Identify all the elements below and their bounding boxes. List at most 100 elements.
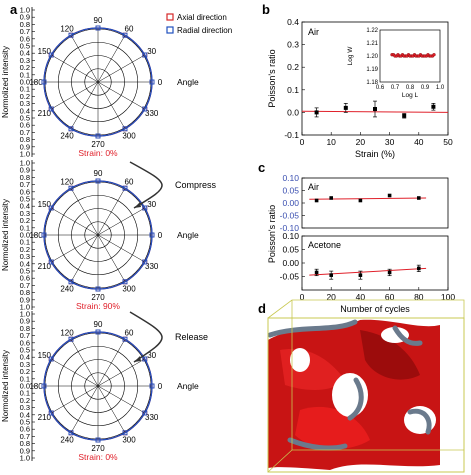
x-tick-label: 10 (326, 137, 336, 147)
y-tick-label: 0.00 (282, 258, 299, 268)
angle-tick-label: 60 (125, 177, 134, 186)
y-tick-label: 0.2 (20, 92, 30, 101)
inset-y-tick-label: 1.21 (366, 41, 378, 47)
y-tick-label: 0.7 (20, 331, 30, 340)
polar-spoke (97, 81, 125, 129)
angle-label: Angle (177, 77, 199, 87)
legend-marker-radial (166, 26, 174, 34)
arrow-head (134, 356, 141, 362)
angle-tick-label: 60 (125, 328, 134, 337)
y-tick-label: 0.4 (287, 17, 299, 27)
angle-tick-label: 180 (29, 231, 43, 240)
inset-point (432, 53, 436, 57)
arrow-label: Release (175, 332, 208, 342)
foam-render (267, 299, 465, 473)
polar-point-radial (122, 430, 128, 436)
polar-point-radial (68, 279, 74, 285)
polar-spoke (97, 234, 125, 282)
data-point (431, 104, 436, 109)
y-axis-label: Poisson's ratio (267, 205, 277, 263)
y-tick-label: 0.3 (20, 252, 30, 261)
polar-point-radial (142, 52, 148, 58)
polar-point-radial (48, 356, 54, 362)
inset-y-tick-label: 1.19 (366, 67, 378, 73)
polar-spoke (97, 385, 145, 413)
y-tick-label: 0.9 (20, 317, 30, 326)
polar-point-radial (142, 410, 148, 416)
polar-spoke (97, 81, 145, 109)
angle-tick-label: 300 (122, 285, 136, 294)
polar-point-radial (122, 279, 128, 285)
foam-pore-3 (290, 348, 310, 372)
polar-spoke (71, 81, 99, 129)
angle-tick-label: 90 (94, 16, 103, 25)
y-tick-label: 0.8 (20, 20, 30, 29)
y-tick-label: 0.3 (20, 99, 30, 108)
polar-spoke (51, 385, 99, 413)
x-tick-label: 0 (300, 137, 305, 147)
subplot-air: 0.10 0.05 0.00 -0.05 -0.10 Air (280, 173, 449, 233)
inset-y-tick-label: 1.18 (366, 80, 378, 86)
data-point (314, 270, 319, 275)
polar-spoke (51, 234, 99, 262)
y-axis-label: Normolized intensity (1, 350, 10, 422)
data-point (343, 105, 348, 110)
angle-tick-label: 90 (94, 320, 103, 329)
polar-spoke (71, 385, 99, 433)
polar-plot-2: 1.00.90.80.70.60.50.40.30.20.10.00.10.20… (1, 159, 199, 312)
y-tick-label: 1.0 (20, 6, 30, 15)
polar-spoke (97, 55, 145, 83)
polar-plot-3: 1.00.90.80.70.60.50.40.30.20.10.00.10.20… (1, 310, 199, 463)
angle-tick-label: 120 (60, 177, 74, 186)
angle-tick-label: 330 (145, 413, 159, 422)
inset-x-tick-label: 0.6 (376, 85, 385, 91)
y-tick-label: 0.1 (20, 85, 30, 94)
y-tick-label: 0.4 (20, 410, 30, 419)
y-tick-label: 0.4 (20, 259, 30, 268)
angle-tick-label: 150 (38, 351, 52, 360)
x-tick-label: 0 (300, 292, 305, 302)
y-tick-label: 0.2 (20, 216, 30, 225)
y-tick-label: 0.10 (282, 173, 299, 183)
arrow-curve (129, 311, 163, 363)
polar-point-radial (142, 205, 148, 211)
y-tick-label: 0.2 (20, 63, 30, 72)
inset-y-label: Log W (347, 46, 354, 66)
polar-point-radial (41, 232, 47, 238)
y-tick-label: 0.6 (20, 34, 30, 43)
polar-spoke (71, 339, 99, 387)
polar-spoke (97, 385, 125, 433)
polar-plot-1: 1.00.90.80.70.60.50.40.30.20.10.00.10.20… (1, 6, 199, 159)
polar-spoke (51, 81, 99, 109)
angle-tick-label: 240 (60, 132, 74, 141)
panel-label-c: c (258, 160, 265, 175)
y-tick-label: 0.0 (20, 231, 30, 240)
angle-tick-label: 210 (38, 109, 52, 118)
angle-label: Angle (177, 230, 199, 240)
polar-spoke (97, 188, 125, 236)
y-tick-label: 0.8 (20, 324, 30, 333)
x-tick-label: 80 (414, 292, 424, 302)
angle-tick-label: 180 (29, 78, 43, 87)
polar-point-radial (142, 356, 148, 362)
polar-spoke (97, 35, 125, 83)
strain-label: Strain: 0% (78, 452, 118, 462)
y-tick-label: 0.1 (20, 374, 30, 383)
y-tick-label: 0.5 (20, 42, 30, 51)
y-tick-label: 0.4 (20, 353, 30, 362)
polar-spoke (71, 234, 99, 282)
angle-tick-label: 180 (29, 382, 43, 391)
subplot-annotation: Acetone (308, 240, 341, 250)
polar-point-radial (149, 383, 155, 389)
polar-point-radial (149, 79, 155, 85)
x-tick-label: 40 (356, 292, 366, 302)
polar-point-radial (95, 133, 101, 139)
polar-spoke (51, 359, 99, 387)
angle-tick-label: 30 (147, 47, 156, 56)
angle-tick-label: 120 (60, 24, 74, 33)
polar-point-radial (68, 336, 74, 342)
foam-lobe-2 (360, 330, 420, 380)
y-tick-label: 0.9 (20, 142, 30, 151)
bounding-box-back (267, 299, 465, 473)
angle-tick-label: 330 (145, 109, 159, 118)
